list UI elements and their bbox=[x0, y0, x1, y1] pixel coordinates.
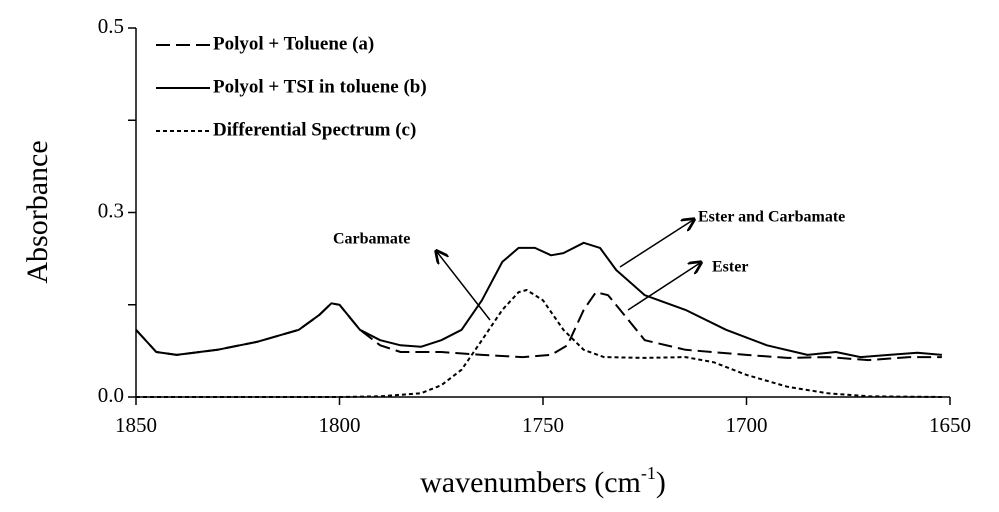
series-line bbox=[136, 289, 942, 398]
legend-label: Differential Spectrum (c) bbox=[213, 119, 416, 140]
y-tick-label: 0.5 bbox=[98, 14, 124, 38]
x-axis-title: wavenumbers (cm-1) bbox=[420, 463, 666, 499]
y-tick-label: 0.3 bbox=[98, 198, 124, 222]
legend-label: Polyol + Toluene (a) bbox=[213, 33, 374, 54]
annotation-arrow bbox=[627, 263, 700, 311]
x-axis-title-text: wavenumbers (cm bbox=[420, 466, 641, 499]
annotation: Ester bbox=[712, 259, 748, 276]
x-tick-label: 1800 bbox=[319, 413, 361, 437]
annotation: Ester and Carbamate bbox=[698, 209, 845, 226]
x-tick-label: 1750 bbox=[522, 413, 564, 437]
legend-label: Polyol + TSI in toluene (b) bbox=[213, 76, 427, 97]
y-axis-title: Absorbance bbox=[21, 140, 54, 283]
x-axis-title-end: ) bbox=[656, 466, 666, 499]
x-tick-label: 1850 bbox=[115, 413, 157, 437]
x-tick-label: 1700 bbox=[726, 413, 768, 437]
annotation-arrow bbox=[437, 252, 491, 321]
series-line bbox=[135, 291, 942, 362]
x-tick-label: 1650 bbox=[929, 413, 971, 437]
series-line bbox=[135, 241, 942, 359]
annotation: Carbamate bbox=[333, 231, 410, 248]
x-axis-title-sup: -1 bbox=[641, 463, 656, 483]
annotation-arrow bbox=[619, 220, 693, 268]
y-tick-label: 0.0 bbox=[98, 383, 124, 407]
